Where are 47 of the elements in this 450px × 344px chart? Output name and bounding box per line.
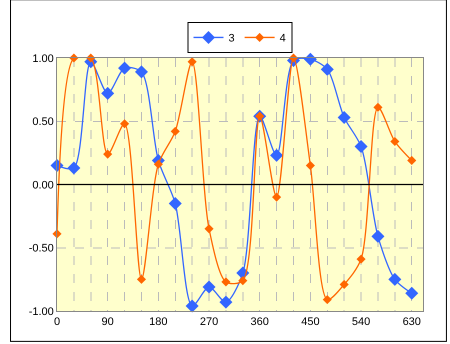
point xyxy=(407,156,416,166)
point xyxy=(340,280,349,289)
x-tick-label: 0 xyxy=(54,316,60,328)
point xyxy=(238,276,248,286)
x-tick-label: 540 xyxy=(352,316,370,328)
point xyxy=(272,192,282,202)
point xyxy=(154,160,163,169)
point xyxy=(320,62,334,76)
point xyxy=(306,160,315,170)
point xyxy=(204,224,214,234)
point xyxy=(170,126,180,136)
x-tick-label: 360 xyxy=(250,316,269,328)
point xyxy=(388,272,402,286)
point xyxy=(322,295,332,304)
point xyxy=(373,102,382,112)
y-tick-label: -0.50 xyxy=(28,242,54,255)
point xyxy=(390,136,400,146)
point xyxy=(186,299,199,312)
point xyxy=(338,110,351,124)
x-tick-label: 630 xyxy=(402,316,421,328)
x-tick-label: 270 xyxy=(200,316,218,328)
y-tick-label: 0.50 xyxy=(32,116,54,128)
point xyxy=(118,62,132,75)
legend-label: 3 xyxy=(228,32,235,45)
y-tick-label: -1.00 xyxy=(28,306,54,318)
point xyxy=(120,119,130,128)
x-tick-label: 450 xyxy=(301,316,320,328)
x-tick-label: 180 xyxy=(149,316,168,328)
y-tick-label: 0.00 xyxy=(32,179,54,192)
x-tick-label: 90 xyxy=(102,316,114,328)
point xyxy=(134,65,148,78)
point xyxy=(354,140,368,154)
point xyxy=(168,196,182,210)
point xyxy=(405,286,418,300)
point xyxy=(136,274,146,284)
y-tick-label: 1.00 xyxy=(32,52,54,65)
point xyxy=(67,162,80,175)
point xyxy=(188,57,197,66)
point xyxy=(202,280,216,294)
point xyxy=(101,86,114,100)
point xyxy=(219,296,232,309)
legend-label: 4 xyxy=(280,32,286,45)
point xyxy=(371,230,384,243)
point xyxy=(270,148,284,162)
point xyxy=(356,254,366,264)
point xyxy=(103,150,112,159)
point xyxy=(221,277,230,286)
